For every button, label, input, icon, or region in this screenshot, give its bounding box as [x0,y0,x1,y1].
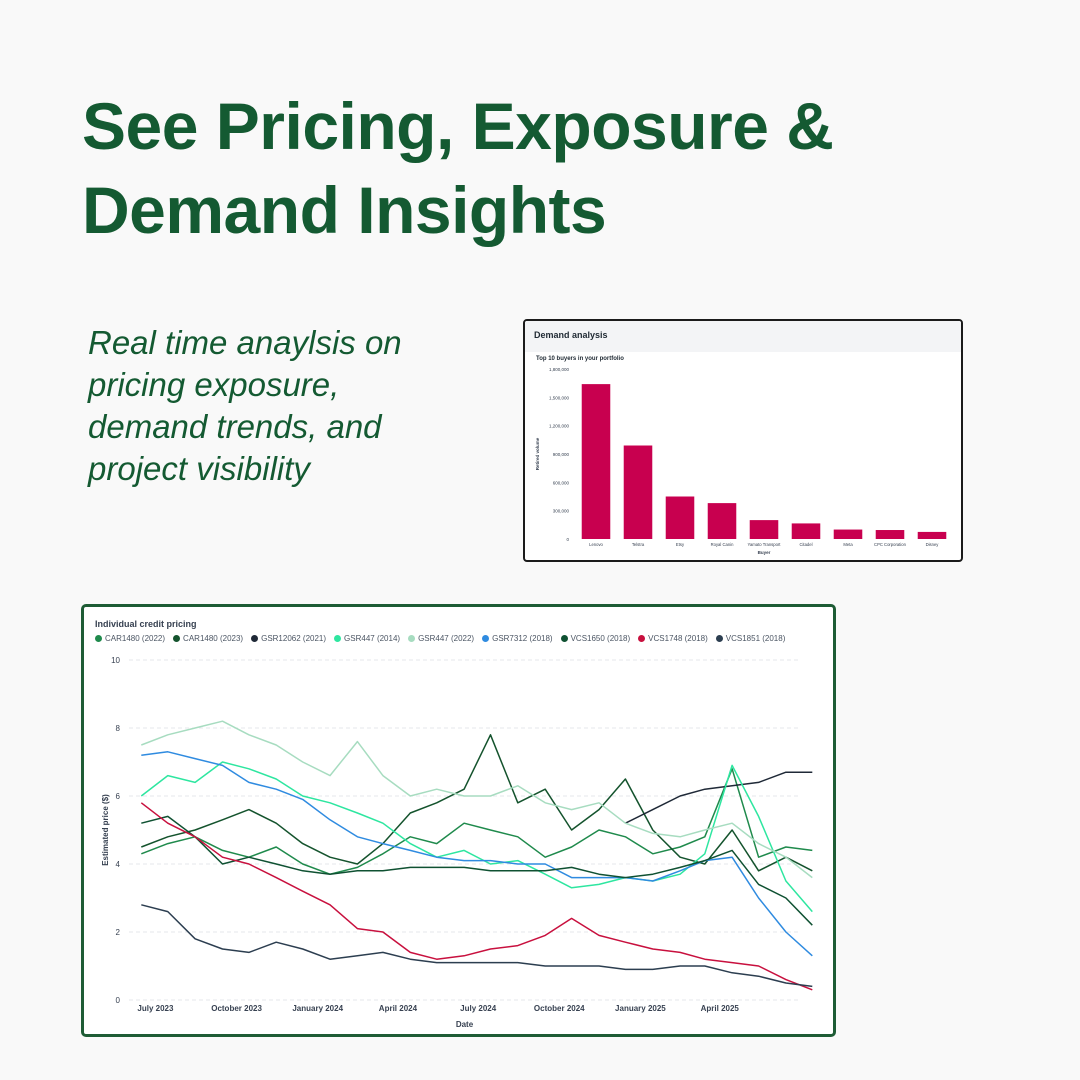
legend-swatch [715,635,723,642]
bar-etsy [665,496,695,539]
demand-card-header: Demand analysis [525,321,961,352]
series-line-gsr7312-2018 [141,751,813,957]
legend-swatch [334,635,342,642]
series-line-gsr12062-2021 [625,771,813,824]
line-x-tick-label: April 2025 [701,1004,740,1013]
line-y-tick-label: 10 [111,656,120,665]
bar-cpc-corporation [875,530,905,539]
bar-x-axis-label: Buyer [758,550,771,555]
bar-x-tick-label: Etsy [676,542,685,547]
pricing-legend: CAR1480 (2022) CAR1480 (2023) GSR12062 (20… [95,634,785,643]
legend-item[interactable]: CAR1480 (2023) [173,634,243,643]
page-subtext: Real time anaylsis on pricing exposure, … [88,322,488,490]
series-line-car1480-2022 [141,768,813,875]
bar-royal-canin [707,503,737,539]
subtext-line-4: project visibility [88,450,310,487]
bar-y-axis-label: Retired volume [535,437,540,470]
line-x-tick-label: January 2025 [615,1004,666,1013]
legend-label: GSR447 (2022) [418,634,475,643]
bar-lenovo [581,384,611,539]
bar-x-tick-label: Telstra [632,542,645,547]
legend-label: VCS1650 (2018) [570,634,631,643]
bar-x-tick-label: Disney [926,542,940,547]
line-y-tick-label: 8 [116,724,121,733]
legend-item[interactable]: GSR12062 (2021) [251,634,326,643]
legend-item[interactable]: CAR1480 (2022) [95,634,165,643]
bar-x-tick-label: Lenovo [589,542,603,547]
line-x-tick-label: October 2023 [211,1004,262,1013]
legend-swatch [638,635,646,642]
series-line-vcs1748-2018 [140,802,813,991]
credit-pricing-line-chart: 0 2 4 6 8 10 Estimated price ($) July 2023 Octob… [101,656,813,1029]
bar-y-tick-label: 1,500,000 [549,395,570,400]
legend-label: GSR7312 (2018) [492,634,553,643]
legend-swatch [173,635,181,642]
legend-label: VCS1851 (2018) [725,634,786,643]
subtext-line-3: demand trends, and [88,408,382,445]
bar-disney [917,531,947,539]
line-y-tick-label: 0 [116,996,121,1005]
bar-y-tick-label: 600,000 [553,480,570,485]
series-line-gsr447-2022 [141,720,813,879]
bar-citadel [791,523,821,539]
legend-item[interactable]: VCS1650 (2018) [560,634,631,643]
bar-x-tick-label: Meta [843,542,853,547]
line-y-tick-label: 2 [116,928,121,937]
legend-label: GSR447 (2014) [344,634,401,643]
series-line-vcs1851-2018 [141,904,813,988]
bar-y-tick-label: 1,800,000 [549,367,570,372]
legend-item[interactable]: GSR447 (2022) [408,634,474,643]
line-y-tick-label: 4 [116,860,121,869]
legend-swatch [560,635,568,642]
bar-chart-title: Top 10 buyers in your portfolio [536,356,624,362]
bar-yamato-transport [749,520,779,539]
bar-x-tick-label: Yamato Transport [748,542,782,547]
legend-label: VCS1748 (2018) [648,634,708,643]
legend-item[interactable]: VCS1851 (2018) [715,634,786,643]
legend-label: CAR1480 (2023) [183,634,244,643]
bar-x-tick-label: CPC Corporation [874,542,907,547]
line-y-axis-label: Estimated price ($) [101,794,110,866]
bar-x-tick-label: Citadel [799,542,812,547]
buyers-bar-chart: Top 10 buyers in your portfolio 0 300,000 6… [535,356,947,555]
bar-y-tick-label: 300,000 [553,509,570,514]
line-x-tick-label: April 2024 [379,1004,418,1013]
bar-y-tick-label: 0 [566,537,569,542]
headline-line-2: Demand Insights [82,173,607,247]
bar-telstra [623,445,653,539]
legend-swatch [408,635,416,642]
legend-label: GSR12062 (2021) [261,634,327,643]
series-line-car1480-2023 [141,734,813,872]
line-x-axis-label: Date [456,1020,474,1029]
bar-y-tick-label: 1,200,000 [549,424,570,429]
legend-swatch [95,635,102,642]
credit-pricing-card: Individual credit pricing CAR1480 (2022)… [81,604,836,1037]
legend-swatch [482,635,490,642]
headline-line-1: See Pricing, Exposure & [82,89,834,163]
demand-analysis-card: Demand analysis Top 10 buyers in your po… [523,319,963,562]
bar-x-tick-label: Royal Canin [711,542,734,547]
series-line-gsr447-2014 [140,761,813,913]
legend-item[interactable]: GSR7312 (2018) [482,634,553,643]
line-x-tick-label: July 2024 [460,1004,497,1013]
subtext-line-1: Real time anaylsis on [88,324,402,361]
line-x-tick-label: January 2024 [292,1004,343,1013]
pricing-chart-title: Individual credit pricing [95,619,197,629]
legend-item[interactable]: GSR447 (2014) [334,634,400,643]
line-x-tick-label: October 2024 [534,1004,585,1013]
line-x-tick-label: July 2023 [137,1004,174,1013]
bar-y-tick-label: 900,000 [553,452,570,457]
page-headline: See Pricing, Exposure & Demand Insights [82,84,982,252]
subtext-line-2: pricing exposure, [88,366,340,403]
bar-meta [833,529,863,539]
line-y-tick-label: 6 [116,792,121,801]
legend-swatch [251,635,259,642]
legend-label: CAR1480 (2022) [105,634,166,643]
legend-item[interactable]: VCS1748 (2018) [638,634,708,643]
series-line-vcs1650-2018 [141,815,813,926]
